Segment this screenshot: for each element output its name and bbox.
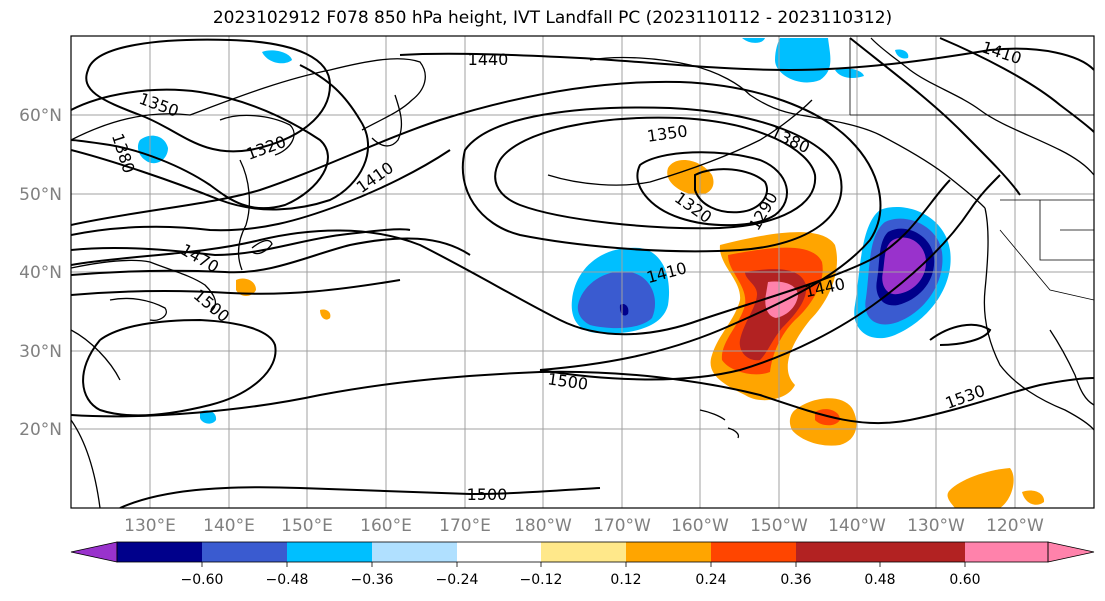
lon-label: 170°W [593,516,651,536]
coastlines [71,37,1094,508]
colorbar-tick-label: 0.24 [695,572,726,588]
colorbar-tick-label: 0.48 [864,572,895,588]
longitude-labels: 130°E 140°E 150°E 160°E 170°E 180°W 170°… [124,516,1044,536]
colorbar-extend-high [1047,541,1095,563]
colorbar-tick-label: −0.24 [436,572,479,588]
lat-label: 30°N [19,342,62,362]
latitude-labels: 60°N 50°N 40°N 30°N 20°N [19,106,62,440]
colorbar-tick-label: −0.60 [181,572,224,588]
height-contours [71,37,1094,508]
map-title: 2023102912 F078 850 hPa height, IVT Land… [212,8,893,28]
lon-label: 160°W [671,516,729,536]
boundaries [849,38,1094,301]
colorbar-tick-label: 0.60 [949,572,980,588]
colorbar-segment [626,542,711,562]
colorbar-tick-label: −0.36 [351,572,394,588]
map-frame [70,35,1095,509]
lon-label: 180°W [514,516,572,536]
colorbar-segment [287,542,372,562]
contour-label: 1500 [467,485,508,504]
lon-label: 130°W [907,516,965,536]
lat-label: 60°N [19,106,62,126]
colorbar-segment [711,542,796,562]
colorbar-segment [457,542,541,562]
contour-label: 1440 [468,50,509,69]
colorbar-tick-label: −0.12 [520,572,563,588]
lat-label: 40°N [19,263,62,283]
lon-label: 140°W [828,516,886,536]
lon-label: 150°E [281,516,333,536]
colorbar-segment [372,542,457,562]
lat-label: 20°N [19,420,62,440]
colorbar-segment [202,542,287,562]
colorbar-extend-low [70,541,118,563]
colorbar-tick-label: −0.48 [266,572,309,588]
colorbar: −0.60 −0.48 −0.36 −0.24 −0.12 0.12 0.24 … [70,541,1095,588]
colorbar-tick-label: 0.36 [780,572,811,588]
lon-label: 130°E [124,516,176,536]
colorbar-segment [117,542,202,562]
lon-label: 170°E [439,516,491,536]
colorbar-segment [796,542,880,562]
lon-label: 150°W [750,516,808,536]
colorbar-segment [965,542,1048,562]
colorbar-segment [541,542,626,562]
lon-label: 160°E [360,516,412,536]
colorbar-tick-label: 0.12 [610,572,641,588]
lon-label: 140°E [203,516,255,536]
lon-label: 120°W [986,516,1044,536]
colorbar-segment [880,542,965,562]
lat-label: 50°N [19,185,62,205]
